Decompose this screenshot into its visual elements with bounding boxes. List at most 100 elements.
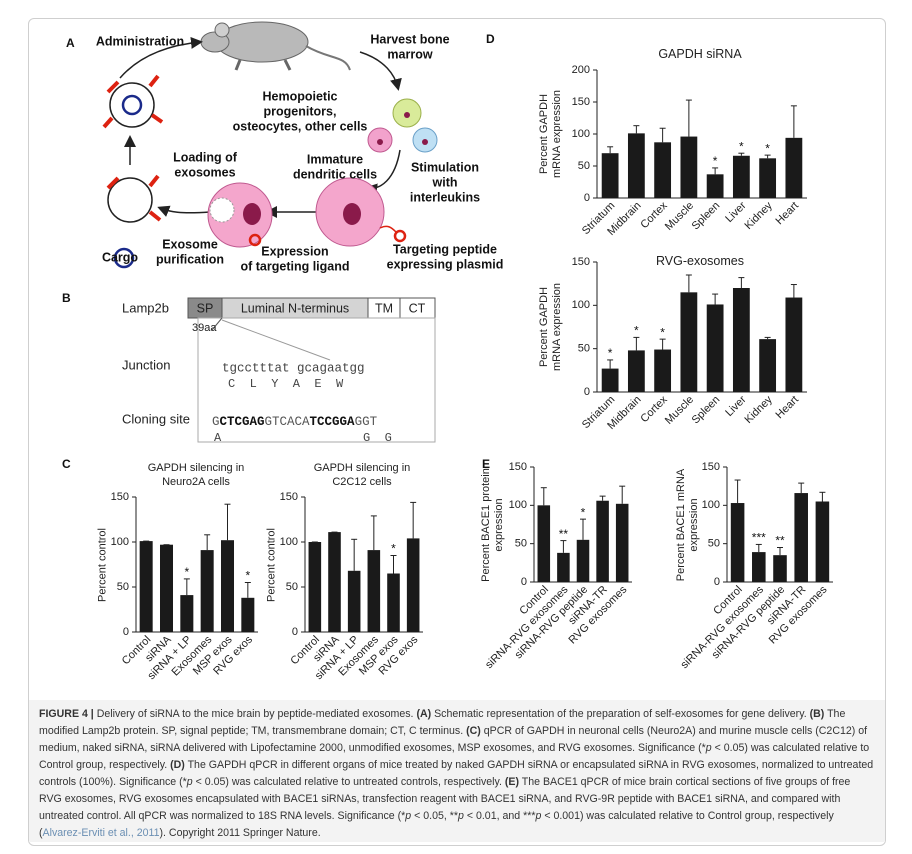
caption-segment: Alvarez-Erviti et al., 2011	[42, 827, 160, 839]
bar	[347, 570, 361, 632]
y-tick-label: 50	[578, 160, 590, 172]
diagram-label: exosomes	[174, 165, 235, 179]
significance-label: *	[184, 565, 189, 579]
y-tick-label: 0	[584, 192, 590, 204]
diagram-label: progenitors,	[264, 104, 337, 118]
y-tick-label: 0	[292, 626, 298, 638]
significance-label: *	[765, 141, 770, 155]
figure: A B C D E	[62, 21, 833, 682]
significance-label: *	[245, 569, 250, 583]
caption-segment: (B)	[809, 708, 825, 720]
bar	[601, 153, 619, 198]
bar	[406, 538, 420, 632]
caption-segment: < 0.001) was calculated relative to Cont…	[39, 810, 834, 839]
y-tick-label: 0	[521, 576, 527, 588]
y-tick-label: 200	[572, 64, 590, 76]
bar	[680, 136, 698, 198]
bar	[615, 503, 629, 582]
exosome	[106, 174, 162, 269]
chart-title: RVG-exosomes	[656, 254, 744, 268]
sequence-part: CTCGAG	[220, 415, 265, 429]
y-tick-label: 100	[509, 499, 527, 511]
bar	[773, 555, 787, 582]
x-tick-label: siRNA-RVG exosomes	[483, 583, 571, 671]
caption-segment: (A)	[416, 708, 432, 720]
chart-title: GAPDH silencing in C2C12 cells	[313, 462, 411, 488]
mouse	[200, 21, 351, 71]
x-tick-label: Heart	[774, 200, 802, 228]
bar	[752, 552, 766, 582]
y-tick-label: 50	[578, 343, 590, 355]
diagram-label: Hemopoietic	[262, 89, 337, 103]
x-tick-label: Spleen	[690, 394, 723, 427]
caption-segment: < 0.05) was calculated relative to untre…	[192, 776, 505, 788]
significance-label: **	[775, 534, 785, 548]
bar	[654, 142, 672, 198]
junction-seq: tgcctttat gcagaatgg	[222, 361, 365, 375]
caption-segment: qPCR of GAPDH in neuronal cells (Neuro2A…	[39, 725, 868, 754]
domain-label: TM	[375, 301, 393, 315]
y-tick-label: 50	[708, 538, 720, 550]
y-tick-label: 150	[572, 96, 590, 108]
y-tick-label: 50	[515, 538, 527, 550]
bar	[654, 349, 672, 392]
bar	[732, 155, 750, 198]
significance-label: *	[660, 325, 665, 339]
significance-label: *	[391, 542, 396, 556]
sequence-part: TCCGGA	[310, 415, 356, 429]
y-tick-label: 150	[509, 461, 527, 473]
chart-title: GAPDH siRNA	[658, 47, 742, 61]
bar	[815, 501, 830, 582]
y-tick-label: 100	[280, 536, 298, 548]
caption-segment: Schematic representation of the preparat…	[431, 708, 810, 720]
domain-label: SP	[197, 301, 214, 315]
x-tick-label: Kidney	[743, 393, 776, 426]
diagram-label: osteocytes, other cells	[233, 119, 368, 133]
caption-segment: p	[405, 810, 412, 822]
x-tick-label: Spleen	[690, 200, 723, 233]
bar	[241, 597, 255, 632]
caption-segment: p	[457, 810, 464, 822]
cloning-label: Cloning site	[122, 411, 190, 426]
y-tick-label: 100	[572, 128, 590, 140]
diagram-b	[187, 297, 436, 443]
bar	[759, 158, 777, 198]
caption-segment: The modified Lamp2b protein. SP, signal …	[39, 708, 846, 737]
y-axis-label: Percent BACE1 mRNA expression	[675, 468, 700, 581]
panel-letter: C	[62, 457, 71, 471]
bar	[576, 539, 590, 582]
diagram-label: with	[432, 175, 458, 189]
bar	[387, 573, 400, 632]
exosome-loaded	[102, 74, 164, 129]
bar	[557, 552, 570, 582]
diagram-label: Expression	[261, 244, 328, 258]
panel-letter: D	[486, 32, 495, 46]
y-tick-label: 0	[584, 386, 590, 398]
bar	[139, 541, 153, 632]
bar	[730, 503, 745, 582]
diagram-label: Cargo	[102, 250, 138, 264]
caption-segment: (E)	[504, 776, 520, 788]
bar	[706, 304, 724, 392]
bar	[180, 595, 194, 632]
y-tick-label: 50	[286, 581, 298, 593]
y-tick-label: 50	[117, 581, 129, 593]
bar	[627, 350, 645, 392]
caption-segment: Delivery of siRNA to the mice brain by p…	[96, 708, 417, 720]
bar	[759, 339, 777, 392]
bar	[601, 368, 619, 392]
diagram-label: Harvest bone	[370, 32, 449, 46]
diagram-label: expressing plasmid	[387, 257, 504, 271]
diagram-label: Targeting peptide	[393, 242, 497, 256]
bar	[785, 297, 803, 392]
y-axis-label: Percent GAPDH mRNA expression	[538, 89, 563, 179]
bar	[596, 500, 609, 582]
caption-segment: The GAPDH qPCR in different organs of mi…	[39, 759, 874, 788]
panel-letter: B	[62, 291, 71, 305]
junction-label: Junction	[122, 357, 170, 372]
domain-label: Luminal N-terminus	[241, 301, 349, 315]
cloning-aa: G G	[363, 431, 392, 445]
bar	[537, 505, 551, 582]
y-axis-label: Percent GAPDH mRNA expression	[538, 282, 563, 372]
x-tick-label: Heart	[774, 394, 802, 422]
